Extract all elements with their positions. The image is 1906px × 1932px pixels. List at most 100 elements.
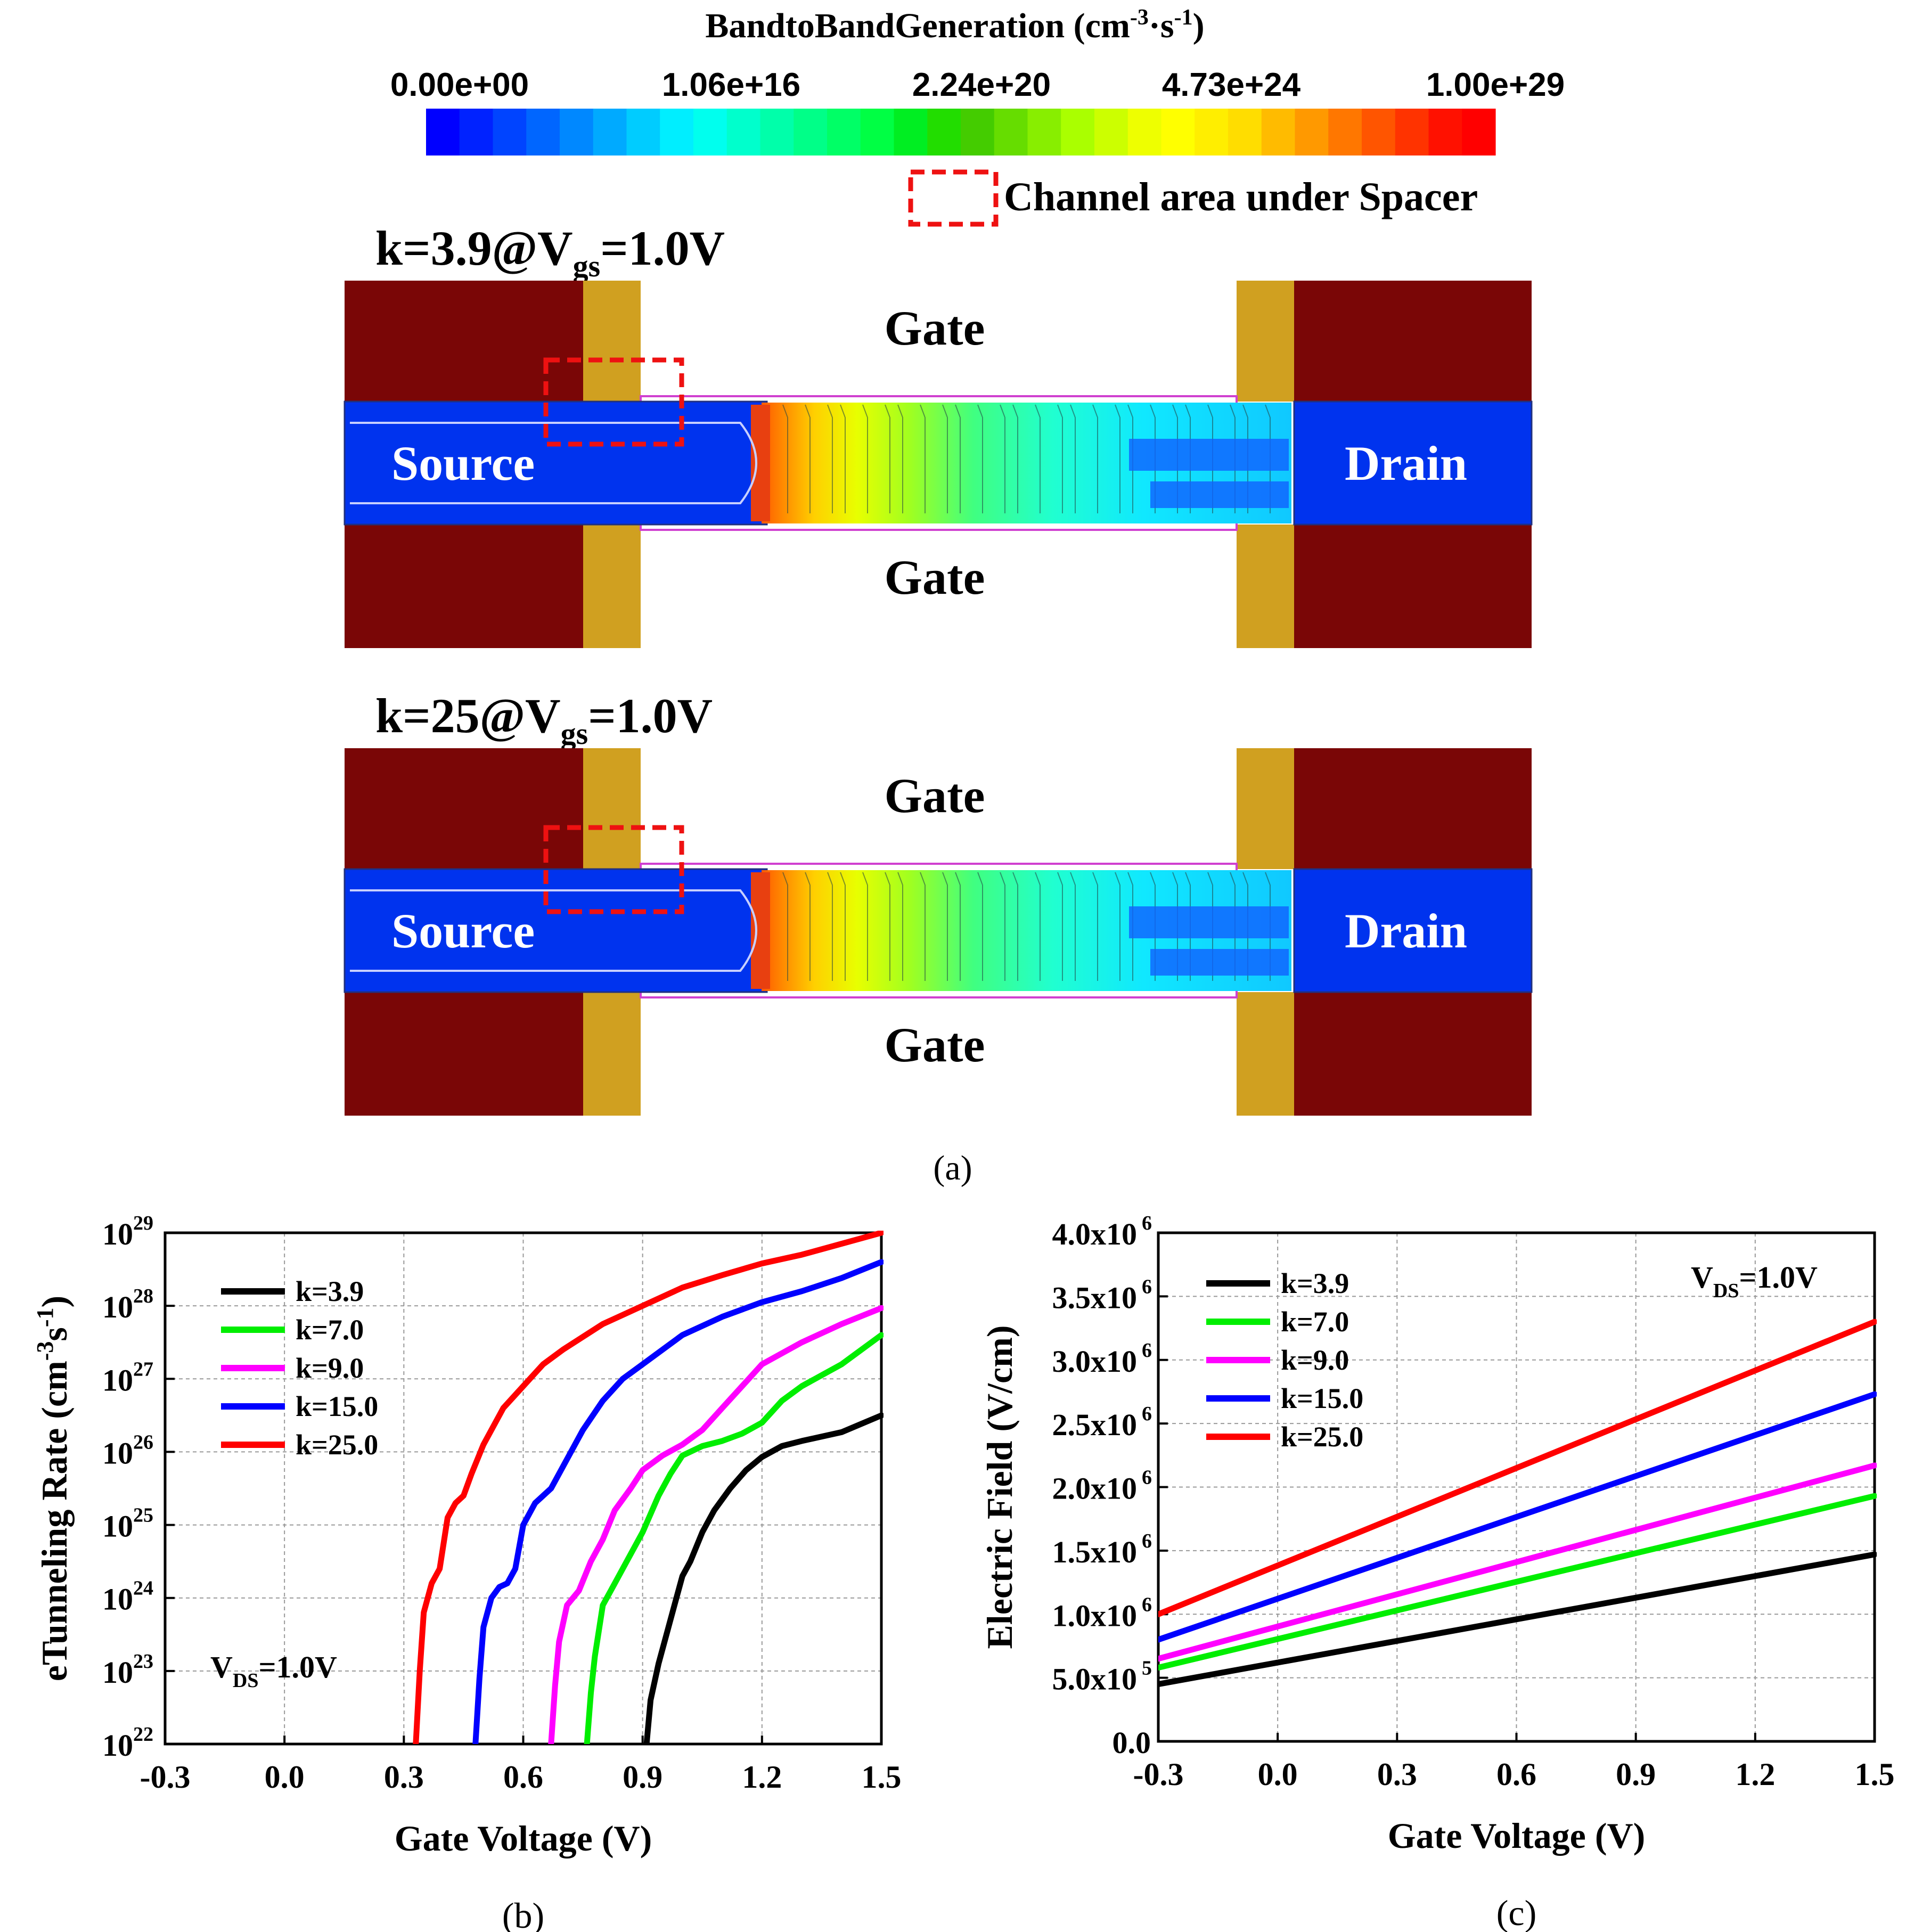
- series-line-k=7.0: [1158, 1493, 1877, 1671]
- y-tick-label: 3.5x10 6: [1052, 1275, 1152, 1315]
- colorbar-cell: [1161, 109, 1195, 155]
- gate-bottom-label: Gate: [884, 1018, 985, 1072]
- contour-line: [885, 872, 890, 981]
- colorbar-cell: [961, 109, 995, 155]
- contour-line: [805, 404, 811, 513]
- legend-label: k=25.0: [296, 1429, 378, 1461]
- contour-line: [827, 872, 833, 981]
- colorbar-cell: [660, 109, 694, 155]
- vds-annotation: VDS=1.0V: [1691, 1260, 1818, 1302]
- colorbar-cell: [1428, 109, 1462, 155]
- colorbar-cell: [1228, 109, 1262, 155]
- colorbar-cell: [493, 109, 527, 155]
- contour-line: [827, 404, 833, 513]
- contour-line: [805, 872, 811, 981]
- x-tick-label: 0.6: [503, 1759, 543, 1795]
- x-tick-label: 0.0: [1258, 1757, 1298, 1792]
- legend-label: k=15.0: [1281, 1382, 1363, 1414]
- contour-line: [1000, 872, 1005, 981]
- x-tick-label: 1.5: [1855, 1757, 1895, 1792]
- y-tick-label: 1023: [102, 1650, 153, 1690]
- channel-low-region: [1150, 949, 1289, 976]
- plot-frame: [163, 1231, 883, 1746]
- spacer-channel-box: [543, 825, 684, 914]
- x-tick-label: 1.5: [862, 1759, 902, 1795]
- chart-b: -0.3 0.0 0.3 0.6 0.9 1.2 1.5 1022 1023 1024 1025 10…: [32, 1212, 902, 1932]
- contour-line: [1115, 404, 1120, 513]
- legend-label: k=3.9: [1281, 1267, 1349, 1299]
- device-title: k=25@Vgs=1.0V: [375, 689, 713, 751]
- channel-low-region: [1129, 439, 1289, 471]
- legend-label: k=9.0: [296, 1352, 364, 1384]
- y-tick-label: 1024: [102, 1577, 153, 1617]
- colorbar: BandtoBandGeneration (cm-3·s-1) 0.00e+00…: [390, 5, 1565, 155]
- colorbar-cell: [1295, 109, 1329, 155]
- y-tick-label: 1029: [102, 1212, 153, 1251]
- spacer-block: [1237, 748, 1294, 869]
- dashed-box-icon: [908, 169, 999, 227]
- colorbar-cell: [1127, 109, 1162, 155]
- spacer-block: [583, 281, 641, 402]
- colorbar-cell: [794, 109, 828, 155]
- drain-region: [1293, 868, 1533, 993]
- contour-line: [977, 404, 983, 513]
- contour-line: [897, 872, 903, 981]
- colorbar-cell: [426, 109, 460, 155]
- colorbar-cell: [593, 109, 627, 155]
- gate-block: [1294, 281, 1532, 402]
- y-axis-label: Electric Field (V/cm): [979, 1325, 1020, 1649]
- colorbar-cell: [626, 109, 660, 155]
- colorbar-cell: [560, 109, 594, 155]
- series-line-k=25.0: [1158, 1319, 1877, 1617]
- colorbar-cell: [459, 109, 494, 155]
- contour-line: [977, 872, 983, 981]
- colorbar-gradient: [426, 109, 1496, 155]
- legend-label: k=9.0: [1281, 1344, 1349, 1376]
- gate-block: [345, 992, 583, 1116]
- colorbar-cell: [894, 109, 928, 155]
- y-tick-label: 1028: [102, 1285, 153, 1324]
- contour-line: [840, 404, 846, 513]
- source-contour: [350, 422, 757, 504]
- y-tick-label: 1022: [102, 1723, 153, 1763]
- colorbar-cell: [760, 109, 794, 155]
- colorbar-cell: [693, 109, 727, 155]
- device-title: k=3.9@Vgs=1.0V: [375, 221, 725, 283]
- y-tick-label: 1025: [102, 1504, 153, 1544]
- contour-line: [782, 404, 788, 513]
- gate-block: [345, 525, 583, 648]
- x-tick-label: -0.3: [140, 1759, 191, 1795]
- y-tick-label: 3.0x10 6: [1052, 1339, 1152, 1379]
- y-axis-label: eTunneling Rate (cm-3s-1): [32, 1296, 75, 1681]
- gate-bottom-label: Gate: [884, 550, 985, 604]
- contour-line: [1000, 404, 1005, 513]
- colorbar-cell: [1362, 109, 1396, 155]
- colorbar-cell: [927, 109, 961, 155]
- gate-block: [1294, 525, 1532, 648]
- x-tick-label: 0.9: [623, 1759, 662, 1795]
- gate-top-label: Gate: [884, 768, 985, 823]
- drain-region: [1293, 400, 1533, 526]
- colorbar-cell: [1261, 109, 1296, 155]
- x-tick-label: 1.2: [742, 1759, 782, 1795]
- spacer-block: [1237, 992, 1294, 1116]
- spacer-block: [1237, 281, 1294, 402]
- legend-label: k=3.9: [296, 1275, 364, 1307]
- spacer-block: [1237, 525, 1294, 648]
- contour-line: [840, 872, 846, 981]
- legend-label: k=7.0: [296, 1314, 364, 1346]
- chart-c: -0.3 0.0 0.3 0.6 0.9 1.2 1.50.05.0x10 51.0x10 61…: [979, 1212, 1895, 1932]
- drain-label: Drain: [1345, 436, 1467, 490]
- colorbar-cell: [827, 109, 861, 155]
- junction-hotspot: [751, 872, 770, 989]
- spacer-block: [583, 748, 641, 869]
- contour-line: [885, 404, 890, 513]
- drain-label: Drain: [1345, 904, 1467, 958]
- y-tick-label: 1.0x10 6: [1052, 1593, 1152, 1633]
- colorbar-tick-label: 1.00e+29: [1426, 67, 1565, 103]
- legend-label: k=25.0: [1281, 1421, 1363, 1453]
- colorbar-tick-label: 4.73e+24: [1162, 67, 1301, 103]
- legend-label: k=7.0: [1281, 1306, 1349, 1338]
- series-line-k=3.9: [643, 1412, 884, 1744]
